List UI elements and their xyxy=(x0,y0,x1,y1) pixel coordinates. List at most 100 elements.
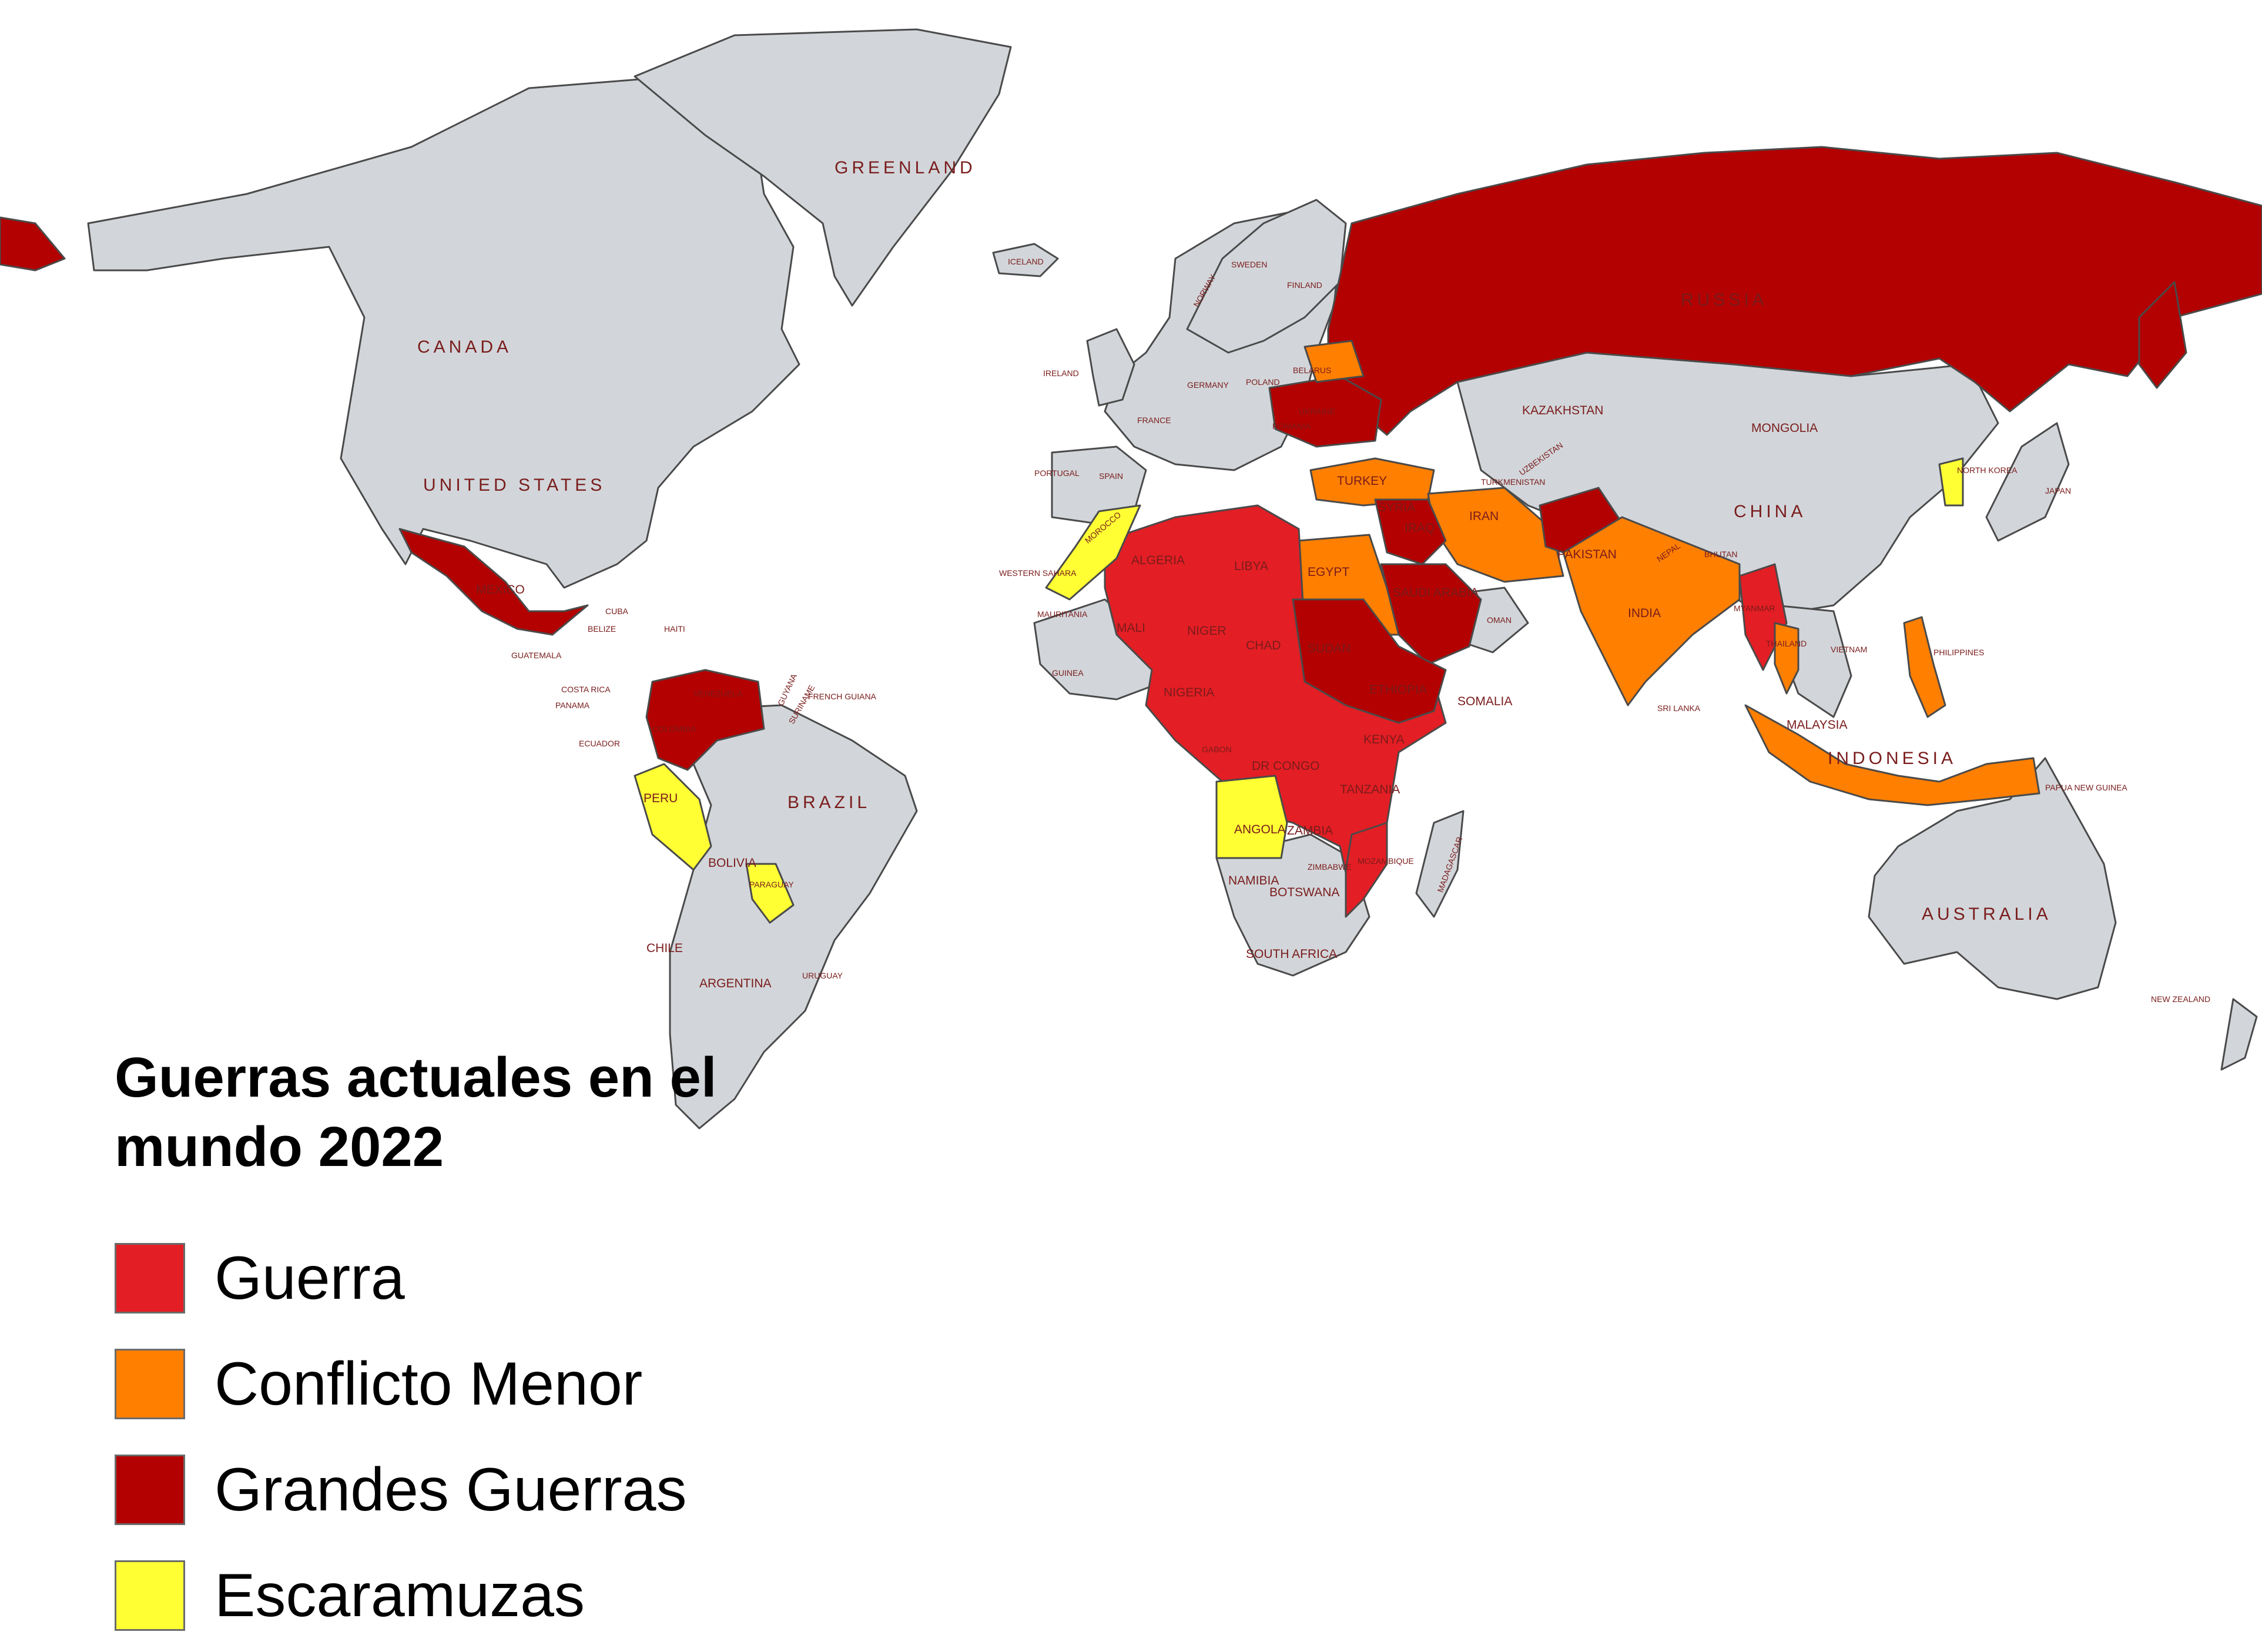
label-botswana: BOTSWANA xyxy=(1269,886,1339,899)
label-north-korea: NORTH KOREA xyxy=(1957,465,2018,475)
paraguay-area xyxy=(745,863,795,924)
label-philippines: PHILIPPINES xyxy=(1933,648,1984,657)
label-france: FRANCE xyxy=(1137,415,1171,425)
label-peru: PERU xyxy=(644,792,678,805)
label-mozambique: MOZAMBIQUE xyxy=(1358,856,1414,866)
syria-iraq-area xyxy=(1374,498,1447,565)
southern-africa-landmass xyxy=(1215,833,1370,977)
legend-swatch-guerra xyxy=(115,1243,185,1313)
label-sweden: SWEDEN xyxy=(1231,260,1267,269)
label-angola: ANGOLA xyxy=(1234,823,1286,836)
label-colombia: COLOMBIA xyxy=(652,724,696,733)
label-papua-new-guinea: PAPUA NEW GUINEA xyxy=(2045,783,2127,792)
label-dr-congo: DR CONGO xyxy=(1252,759,1320,773)
label-romania: ROMANIA xyxy=(1272,421,1311,431)
label-thailand: THAILAND xyxy=(1766,639,1807,648)
label-indonesia: INDONESIA xyxy=(1828,749,1956,768)
legend-item-conflicto-menor: Conflicto Menor xyxy=(115,1349,642,1419)
label-ecuador: ECUADOR xyxy=(579,739,620,748)
conflict-areas xyxy=(0,146,2262,924)
legend-item-guerra: Guerra xyxy=(115,1243,405,1313)
label-russia: RUSSIA xyxy=(1681,290,1768,310)
indonesia-area xyxy=(1744,704,2040,806)
label-malaysia: MALAYSIA xyxy=(1787,718,1847,732)
label-kenya: KENYA xyxy=(1363,733,1405,746)
new-zealand-landmass xyxy=(2220,998,2258,1071)
label-tanzania: TANZANIA xyxy=(1340,783,1400,796)
label-belarus: BELARUS xyxy=(1293,366,1331,375)
label-poland: POLAND xyxy=(1246,377,1280,387)
label-uruguay: URUGUAY xyxy=(802,971,843,980)
label-germany: GERMANY xyxy=(1187,380,1229,390)
iceland-landmass xyxy=(992,243,1059,277)
label-mexico: MEXICO xyxy=(476,583,525,597)
greenland-landmass xyxy=(634,28,1012,307)
map-legend: Guerras actuales en el mundo 2022 Guerra… xyxy=(115,1043,879,1631)
philippines-area xyxy=(1903,616,1946,718)
label-cuba: CUBA xyxy=(605,606,629,616)
uk-landmass xyxy=(1086,328,1135,407)
label-turkmenistan: TURKMENISTAN xyxy=(1481,477,1545,487)
legend-label-escaramuzas: Escaramuzas xyxy=(215,1561,585,1630)
venezuela-colombia-area xyxy=(645,669,765,771)
label-libya: LIBYA xyxy=(1234,559,1268,573)
label-guinea: GUINEA xyxy=(1052,668,1084,678)
legend-label-guerra: Guerra xyxy=(215,1244,405,1312)
scandinavia-landmass xyxy=(1186,199,1347,354)
label-mauritania: MAURITANIA xyxy=(1037,609,1088,619)
label-ukraine: UKRAINE xyxy=(1299,407,1335,416)
label-australia: AUSTRALIA xyxy=(1922,904,2052,924)
label-turkey: TURKEY xyxy=(1337,474,1387,488)
legend-label-conflicto-menor: Conflicto Menor xyxy=(215,1349,643,1418)
angola-area xyxy=(1215,775,1288,859)
label-bhutan: BHUTAN xyxy=(1704,549,1738,559)
label-gabon: GABON xyxy=(1202,745,1232,754)
label-pakistan: PAKISTAN xyxy=(1557,548,1617,561)
label-costa-rica: COSTA RICA xyxy=(561,685,611,694)
peru-area xyxy=(634,763,712,871)
label-united-states: UNITED STATES xyxy=(423,475,605,495)
label-zimbabwe: ZIMBABWE xyxy=(1308,862,1352,872)
label-china: CHINA xyxy=(1734,502,1806,521)
label-guyana: GUYANA xyxy=(776,672,799,707)
belarus-area xyxy=(1303,340,1365,383)
label-portugal: PORTUGAL xyxy=(1034,468,1080,478)
legend-title: Guerras actuales en el mundo 2022 xyxy=(115,1046,717,1178)
madagascar-landmass xyxy=(1415,810,1465,918)
mozambique-area xyxy=(1345,822,1388,918)
label-venezuela: VENEZUELA xyxy=(693,689,743,698)
label-south-africa: SOUTH AFRICA xyxy=(1246,947,1337,961)
label-zambia: ZAMBIA xyxy=(1287,824,1333,837)
legend-swatch-grandes-guerras xyxy=(115,1455,185,1525)
legend-label-grandes-guerras: Grandes Guerras xyxy=(215,1455,687,1524)
label-algeria: ALGERIA xyxy=(1131,554,1185,567)
label-greenland: GREENLAND xyxy=(835,158,976,177)
label-chad: CHAD xyxy=(1246,639,1281,652)
label-syria: SYRIA xyxy=(1378,501,1415,514)
label-belize: BELIZE xyxy=(588,624,616,634)
legend-swatch-escaramuzas xyxy=(115,1560,185,1631)
label-canada: CANADA xyxy=(417,337,512,357)
thailand-area xyxy=(1774,622,1799,695)
morocco-area xyxy=(1045,504,1141,601)
arabia-conflict-area xyxy=(1380,563,1482,665)
label-bolivia: BOLIVIA xyxy=(708,856,756,870)
horn-of-africa-area xyxy=(1292,598,1447,724)
label-mali: MALI xyxy=(1117,621,1145,635)
label-oman: OMAN xyxy=(1487,615,1512,625)
label-iran: IRAN xyxy=(1469,510,1499,523)
label-niger: NIGER xyxy=(1187,624,1226,638)
neutral-land xyxy=(87,28,2258,1130)
label-kazakhstan: KAZAKHSTAN xyxy=(1522,404,1603,417)
label-chile: CHILE xyxy=(646,941,683,955)
label-brazil: BRAZIL xyxy=(787,793,870,812)
label-iraq: IRAQ xyxy=(1405,521,1435,535)
japan-landmass xyxy=(1985,422,2070,542)
label-finland: FINLAND xyxy=(1287,280,1322,290)
label-iceland: ICELAND xyxy=(1008,257,1044,266)
label-mongolia: MONGOLIA xyxy=(1751,421,1818,435)
label-haiti: HAITI xyxy=(664,624,685,634)
label-saudi-arabia: SAUDI ARABIA xyxy=(1393,586,1479,599)
legend-item-grandes-guerras: Grandes Guerras xyxy=(115,1455,686,1525)
russia-area xyxy=(1327,146,2262,436)
